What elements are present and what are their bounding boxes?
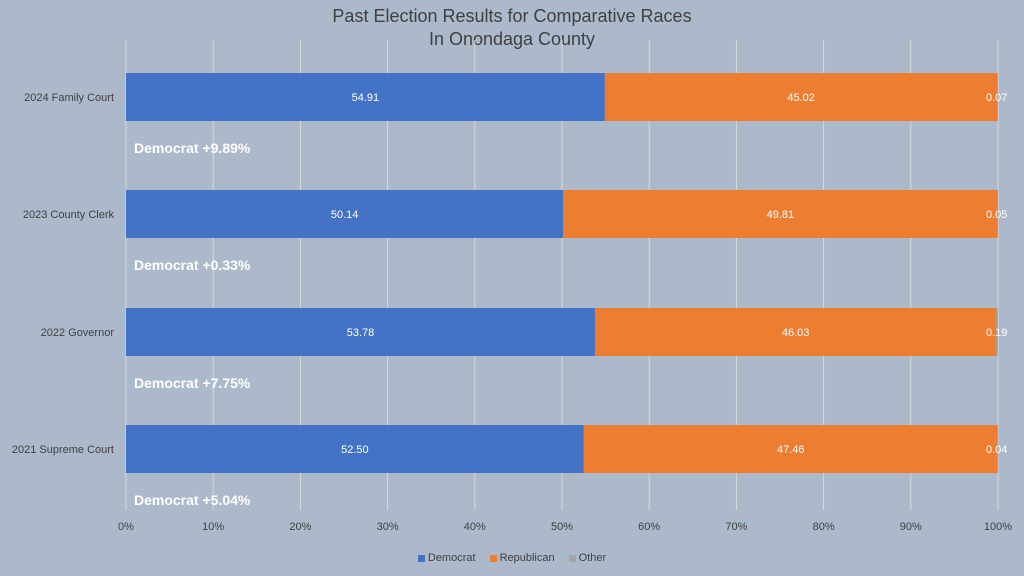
legend-label: Democrat	[427, 552, 476, 564]
legend-item-democrat: Democrat	[417, 552, 476, 564]
data-label: 49.81	[767, 209, 795, 221]
data-label: 0.07	[986, 92, 1007, 104]
x-tick-label: 100%	[984, 521, 1012, 533]
data-label: 47.46	[777, 444, 805, 456]
chart-title: Past Election Results for Comparative Ra…	[332, 6, 692, 26]
x-tick-label: 10%	[202, 521, 224, 533]
category-label: 2022 Governor	[41, 327, 115, 339]
data-label: 45.02	[787, 92, 815, 104]
bar-other	[996, 308, 998, 356]
x-tick-label: 0%	[118, 521, 134, 533]
x-tick-label: 90%	[900, 521, 922, 533]
bar-republican	[604, 73, 998, 121]
data-label: 46.03	[782, 327, 810, 339]
margin-annotation: Democrat +7.75%	[134, 375, 251, 391]
margin-annotation: Democrat +9.89%	[134, 140, 251, 156]
bar-other	[997, 190, 999, 238]
bar-democrat	[126, 73, 605, 121]
margin-annotation: Democrat +0.33%	[134, 257, 251, 273]
category-label: 2024 Family Court	[24, 92, 114, 104]
bar-democrat	[126, 308, 595, 356]
x-tick-label: 50%	[551, 521, 573, 533]
x-tick-label: 60%	[638, 521, 660, 533]
data-label: 52.50	[341, 444, 369, 456]
category-label: 2023 County Clerk	[23, 209, 115, 221]
bar-democrat	[126, 190, 564, 238]
legend-item-republican: Republican	[489, 552, 555, 564]
bar-democrat	[126, 425, 584, 473]
chart-subtitle: In Onondaga County	[428, 29, 596, 49]
legend-label: Republican	[499, 552, 555, 564]
category-label: 2021 Supreme Court	[12, 444, 114, 456]
bar-other	[997, 425, 999, 473]
x-tick-label: 30%	[377, 521, 399, 533]
data-label: 0.05	[986, 209, 1007, 221]
legend: Democrat Republican Other	[0, 552, 1024, 564]
legend-swatch	[489, 554, 497, 562]
x-tick-label: 80%	[813, 521, 835, 533]
legend-label: Other	[578, 552, 607, 564]
bar-republican	[594, 308, 997, 356]
bar-republican	[583, 425, 998, 473]
data-label: 0.19	[986, 327, 1007, 339]
x-tick-label: 40%	[464, 521, 486, 533]
data-label: 54.91	[352, 92, 380, 104]
bar-other	[997, 73, 998, 121]
x-tick-label: 20%	[289, 521, 311, 533]
legend-item-other: Other	[568, 552, 607, 564]
x-tick-label: 70%	[725, 521, 747, 533]
margin-annotation: Democrat +5.04%	[134, 492, 251, 508]
data-label: 53.78	[347, 327, 375, 339]
bar-republican	[563, 190, 998, 238]
data-label: 0.04	[986, 444, 1007, 456]
legend-swatch	[417, 554, 425, 562]
legend-swatch	[568, 554, 576, 562]
data-label: 50.14	[331, 209, 359, 221]
